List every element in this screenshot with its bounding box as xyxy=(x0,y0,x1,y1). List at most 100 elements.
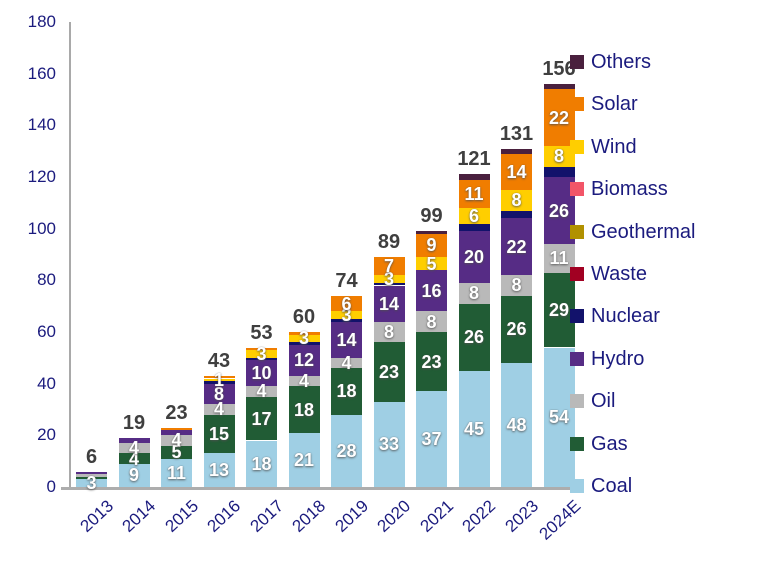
legend-label: Others xyxy=(591,51,652,73)
bar-2020-segment-nuclear xyxy=(373,282,405,286)
bar-2013-segment-hydro xyxy=(76,471,107,475)
x-axis-label-2013: 2013 xyxy=(76,496,117,536)
bar-2024E-segment-others xyxy=(543,84,575,90)
segment-value-label: 8 xyxy=(511,190,522,211)
bar-2016-segment-nuclear xyxy=(203,381,235,384)
total-label-2020: 89 xyxy=(377,231,401,254)
segment-value-label: 14 xyxy=(378,293,400,314)
y-axis-tick-label: 0 xyxy=(46,477,56,496)
legend-label: Coal xyxy=(591,475,633,497)
y-axis-tick-label: 20 xyxy=(37,425,56,445)
x-axis-label-2014: 2014 xyxy=(118,496,160,536)
segment-value-label: 8 xyxy=(426,311,437,332)
bar-2013-segment-oil xyxy=(76,474,107,477)
bar-2021-segment-others xyxy=(416,231,447,234)
legend-swatch-oil xyxy=(570,394,584,409)
bar-2018-segment-nuclear xyxy=(288,342,320,345)
segment-value-label: 5 xyxy=(426,253,437,274)
bar-2013-segment-gas xyxy=(76,476,107,480)
segment-value-label: 26 xyxy=(506,319,527,340)
segment-value-label: 45 xyxy=(463,418,485,439)
bar-2015-segment-hydro xyxy=(161,430,192,436)
bar-2021-segment-wind: 5 xyxy=(416,253,447,274)
segment-value-label: 17 xyxy=(251,408,272,429)
y-axis-line xyxy=(69,22,71,488)
bar-2021-segment-coal: 37 xyxy=(416,391,447,487)
x-axis-label-2021: 2021 xyxy=(416,496,457,536)
bar-2019-segment-nuclear xyxy=(331,319,362,322)
segment-value-label: 18 xyxy=(251,453,272,474)
bar-2022-segment-gas: 26 xyxy=(458,303,490,371)
bar-2018-segment-solar xyxy=(288,332,320,335)
legend-item-solar: Solar xyxy=(570,92,638,116)
bar-2017-segment-oil: 4 xyxy=(246,382,277,400)
legend-item-geothermal: Geothermal xyxy=(570,220,696,244)
total-label-2015: 23 xyxy=(165,401,188,424)
bar-2020-segment-oil: 8 xyxy=(373,321,405,343)
segment-value-label: 16 xyxy=(421,280,442,301)
segment-value-label: 11 xyxy=(166,462,187,483)
legend-swatch-hydro xyxy=(570,351,584,366)
x-axis-label-2016: 2016 xyxy=(203,496,245,536)
bar-2018-segment-coal: 21 xyxy=(288,432,320,487)
legend-swatch-wind xyxy=(570,139,584,154)
bar-2015-segment-solar xyxy=(161,427,192,431)
bar-2017-segment-solar xyxy=(246,347,277,351)
legend-label: Hydro xyxy=(591,347,645,370)
y-axis-tick-label: 60 xyxy=(37,322,56,341)
legend-swatch-coal xyxy=(570,479,584,493)
bar-2018-segment-hydro: 12 xyxy=(288,344,320,376)
bar-2018-segment-gas: 18 xyxy=(288,386,320,433)
bar-2014-segment-hydro xyxy=(118,437,150,444)
bar-2022-segment-others xyxy=(458,174,490,180)
x-axis-label-2024E: 2024E xyxy=(535,496,585,544)
segment-value-label: 18 xyxy=(336,381,357,402)
legend-label: Oil xyxy=(591,390,616,413)
legend-item-waste: Waste xyxy=(570,262,647,286)
segment-value-label: 48 xyxy=(506,415,527,435)
legend-label: Geothermal xyxy=(591,220,696,243)
bar-2022-segment-hydro: 20 xyxy=(458,231,490,283)
bar-2020-segment-gas: 23 xyxy=(373,342,405,402)
y-axis-tick-label: 120 xyxy=(27,167,56,186)
segment-value-label: 8 xyxy=(213,383,224,404)
segment-value-label: 22 xyxy=(506,236,527,257)
bar-2023-segment-oil: 8 xyxy=(501,275,532,296)
legend-swatch-solar xyxy=(570,97,584,112)
segment-value-label: 15 xyxy=(208,424,230,445)
total-label-2017: 53 xyxy=(250,321,273,344)
legend-item-gas: Gas xyxy=(570,432,628,456)
legend-item-coal: Coal xyxy=(570,474,632,498)
legend-label: Nuclear xyxy=(591,305,660,328)
bar-2022-segment-solar: 11 xyxy=(458,179,490,208)
legend-item-oil: Oil xyxy=(570,389,615,413)
legend-item-others: Others xyxy=(570,50,651,74)
x-axis-label-2019: 2019 xyxy=(331,496,372,536)
y-axis-tick-label: 140 xyxy=(27,115,56,135)
legend-label: Gas xyxy=(591,432,628,455)
legend-swatch-nuclear xyxy=(570,309,584,324)
bar-2017-segment-nuclear xyxy=(246,357,277,361)
bar-2023-segment-gas: 26 xyxy=(501,295,532,363)
legend-label: Waste xyxy=(591,263,647,285)
bar-2017-segment-gas: 17 xyxy=(246,396,277,441)
x-axis-label-2022: 2022 xyxy=(458,496,500,536)
legend-swatch-others xyxy=(570,55,584,69)
segment-value-label: 28 xyxy=(336,440,357,461)
total-label-2016: 43 xyxy=(207,349,231,372)
bar-2020-segment-coal: 33 xyxy=(373,401,405,487)
segment-value-label: 11 xyxy=(464,183,484,204)
total-label-2021: 99 xyxy=(420,205,443,228)
bar-2023-segment-others xyxy=(501,148,532,154)
bar-2023-segment-wind: 8 xyxy=(501,189,532,211)
x-axis-line xyxy=(61,487,578,490)
total-label-2018: 60 xyxy=(292,306,316,328)
bar-2021-segment-gas: 23 xyxy=(416,332,447,392)
total-label-2019: 74 xyxy=(335,269,358,292)
legend-item-hydro: Hydro xyxy=(570,347,644,371)
bar-2022-segment-oil: 8 xyxy=(458,282,490,304)
segment-value-label: 23 xyxy=(421,351,442,372)
bar-2022-segment-nuclear xyxy=(458,223,490,232)
legend-label: Biomass xyxy=(591,178,668,201)
y-axis-tick-label: 40 xyxy=(37,373,56,393)
